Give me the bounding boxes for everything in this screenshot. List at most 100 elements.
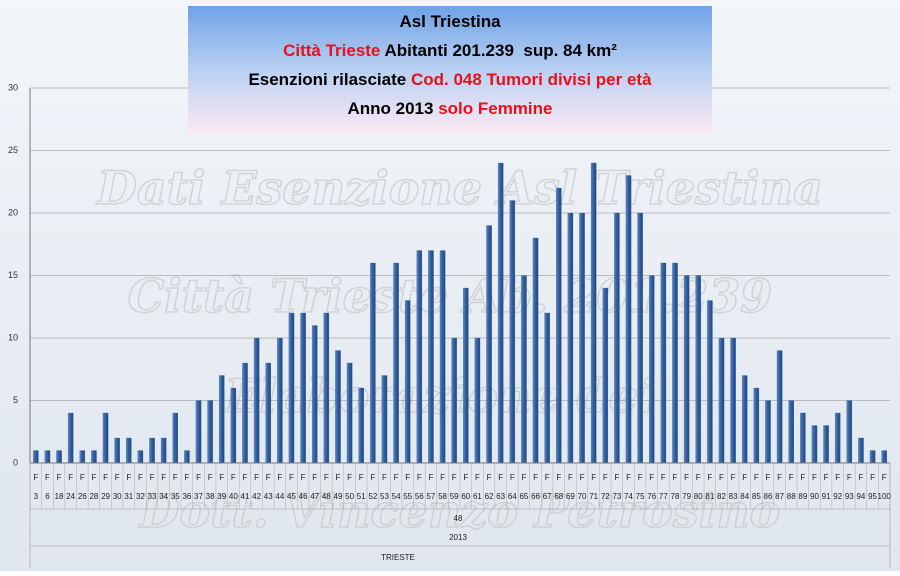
bar [184, 450, 190, 464]
x-tick-sex: F [138, 473, 143, 482]
bar [753, 387, 760, 464]
bar [44, 450, 51, 464]
x-tick-label: 3 [34, 492, 39, 501]
x-tick-sex: F [521, 473, 526, 482]
x-tick-label: 58 [438, 492, 447, 501]
bar [311, 325, 318, 464]
x-tick-sex: F [57, 473, 62, 482]
bar [439, 250, 446, 464]
x-tick-sex: F [731, 473, 736, 482]
bar [869, 450, 876, 464]
x-tick-label: 74 [624, 492, 633, 501]
bar [172, 412, 179, 464]
x-tick-label: 92 [833, 492, 842, 501]
x-tick-label: 31 [124, 492, 133, 501]
x-tick-label: 85 [752, 492, 761, 501]
title-segment: Esenzioni rilasciate [248, 70, 411, 89]
x-tick-sex: F [824, 473, 829, 482]
x-tick-sex: F [417, 473, 422, 482]
bar [219, 375, 225, 464]
x-tick-sex: F [382, 473, 387, 482]
x-tick-label: 44 [275, 492, 284, 501]
bar [486, 225, 492, 464]
x-tick-label: 69 [566, 492, 575, 501]
y-tick-label: 10 [8, 332, 18, 342]
x-tick-sex: F [661, 473, 666, 482]
x-tick-sex: F [766, 473, 771, 482]
x-tick-label: 6 [45, 492, 50, 501]
x-tick-label: 30 [113, 492, 122, 501]
title-segment: solo Femmine [438, 99, 552, 118]
bar [160, 437, 167, 464]
x-tick-label: 57 [426, 492, 435, 501]
x-tick-label: 33 [148, 492, 157, 501]
bar [509, 200, 516, 464]
bar [834, 412, 841, 464]
x-tick-label: 68 [554, 492, 563, 501]
x-tick-sex: F [324, 473, 329, 482]
x-tick-sex: F [800, 473, 805, 482]
bar [718, 337, 725, 464]
x-tick-label: 50 [345, 492, 354, 501]
bar [370, 262, 376, 464]
bar [242, 362, 248, 464]
x-tick-label: 82 [717, 492, 726, 501]
x-tick-sex: F [812, 473, 817, 482]
x-tick-label: 56 [415, 492, 424, 501]
x-tick-sex: F [533, 473, 538, 482]
bar [300, 312, 306, 464]
x-tick-label: 90 [810, 492, 819, 501]
x-tick-sex: F [859, 473, 864, 482]
title-segment: Città Trieste [283, 41, 380, 60]
bar [67, 412, 74, 464]
bar [277, 337, 283, 464]
title-segment: Anno 2013 [347, 99, 438, 118]
x-tick-label: 52 [368, 492, 377, 501]
x-tick-label: 51 [357, 492, 366, 501]
bars [33, 162, 887, 464]
x-tick-label: 42 [252, 492, 261, 501]
x-tick-sex: F [487, 473, 492, 482]
y-tick-label: 20 [8, 207, 18, 217]
bar [497, 162, 504, 464]
title: Asl Triestina Città Trieste Abitanti 201.… [248, 12, 652, 118]
x-tick-sex: F [45, 473, 50, 482]
x-tick-sex: F [835, 473, 840, 482]
x-tick-label: 95 [868, 492, 877, 501]
title-segment: Asl Triestina [399, 12, 501, 31]
x-tick-sex: F [463, 473, 468, 482]
x-tick-label: 29 [101, 492, 110, 501]
bar [579, 212, 585, 464]
title-line: Anno 2013 solo Femmine [347, 99, 552, 118]
title-box [188, 6, 712, 133]
x-tick-label: 75 [636, 492, 645, 501]
x-tick-label: 37 [194, 492, 203, 501]
x-tick-sex: F [405, 473, 410, 482]
bar [730, 337, 736, 464]
bar [288, 312, 295, 464]
bar [265, 362, 271, 464]
x-tick-sex: F [33, 473, 38, 482]
x-tick-label: 28 [89, 492, 98, 501]
x-tick-sex: F [231, 473, 236, 482]
x-tick-sex: F [673, 473, 678, 482]
bar [672, 262, 678, 464]
x-tick-sex: F [696, 473, 701, 482]
bar [625, 175, 632, 464]
x-tick-label: 77 [659, 492, 668, 501]
x-tick-sex: F [219, 473, 224, 482]
x-tick-sex: F [115, 473, 120, 482]
x-tick-label: 41 [241, 492, 250, 501]
x-tick-sex: F [394, 473, 399, 482]
bar [102, 412, 109, 464]
x-tick-sex: F [150, 473, 155, 482]
x-tick-label: 76 [647, 492, 656, 501]
x-tick-label: 43 [264, 492, 273, 501]
x-tick-label: 71 [589, 492, 598, 501]
x-tick-label: 87 [775, 492, 784, 501]
x-tick-label: 48 [322, 492, 331, 501]
x-tick-label: 54 [392, 492, 401, 501]
bar [56, 450, 62, 464]
x-tick-sex: F [545, 473, 550, 482]
x-tick-sex: F [498, 473, 503, 482]
